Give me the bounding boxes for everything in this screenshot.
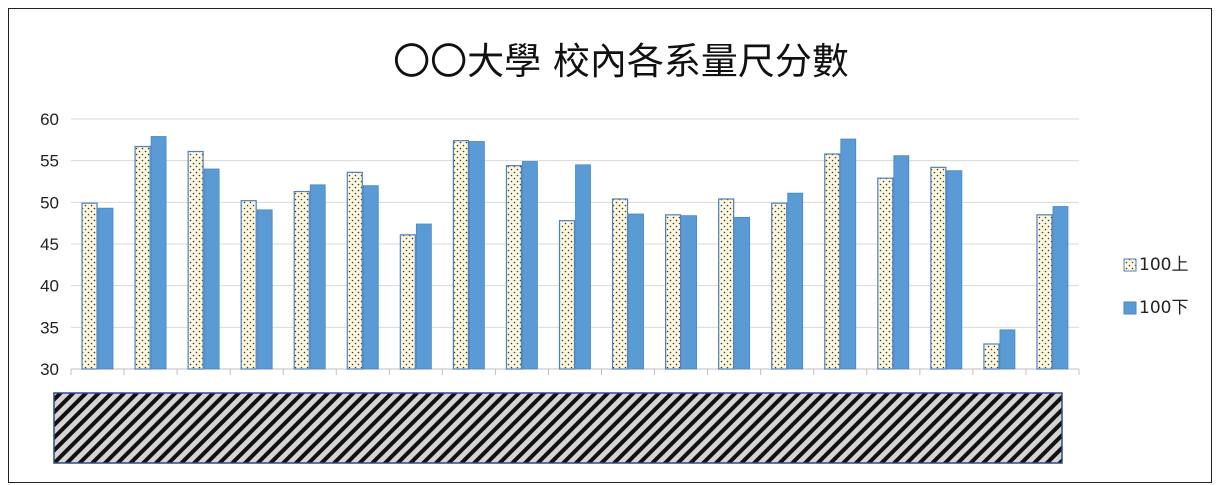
bar-series-2 [309,184,326,370]
legend: 100上 100下 [1123,255,1188,318]
y-tick-label: 55 [40,152,59,171]
bars-layer [81,136,1069,370]
bar-series-2 [203,168,220,370]
legend-swatch [1123,301,1137,315]
bar-series-1 [877,177,894,370]
bar-series-1 [346,171,363,370]
y-tick-label: 60 [40,110,59,129]
obscured-category-labels [53,392,1063,464]
legend-label: 100下 [1139,298,1188,318]
bar-series-1 [558,220,576,370]
bar-series-2 [734,216,751,370]
legend-label: 100上 [1139,255,1188,275]
bar-series-2 [150,136,167,370]
bar-series-2 [681,215,698,370]
bar-series-1 [399,234,416,370]
bar-series-1 [240,200,257,370]
axis-layer: 30 35 40 45 50 55 60 [40,110,1080,379]
bar-series-1 [1036,214,1053,370]
bar-series-2 [415,223,432,370]
legend-swatch [1123,258,1137,272]
bar-series-1 [293,190,310,370]
bar-series-2 [362,185,379,370]
bar-series-2 [893,155,910,370]
bar-series-1 [134,145,151,370]
bar-series-1 [824,153,841,370]
bar-series-1 [452,140,469,370]
bar-series-2 [256,209,273,370]
bar-series-1 [505,165,523,370]
bar-series-1 [665,214,682,370]
y-tick-label: 45 [40,235,59,254]
bar-series-1 [983,343,1000,370]
bar-series-2 [787,192,804,370]
bar-series-2 [1052,206,1069,370]
bar-series-2 [97,207,114,370]
bar-series-1 [718,198,735,370]
chart-svg: 〇〇大學 校內各系量尺分數 30 35 40 45 50 55 60 100上 100下 [40,40,1188,464]
bar-series-1 [611,198,629,370]
bar-series-2 [999,329,1016,370]
bar-series-2 [840,138,857,370]
bar-series-1 [771,202,788,370]
bar-series-2 [522,161,538,370]
bar-series-2 [946,170,963,370]
y-tick-label: 40 [40,277,59,296]
bar-series-2 [628,213,644,370]
chart-title: 〇〇大學 校內各系量尺分數 [393,40,849,83]
bar-series-2 [575,164,591,370]
y-tick-label: 35 [40,318,59,337]
bar-series-1 [81,202,98,370]
y-tick-label: 30 [40,360,59,379]
bar-series-1 [187,150,204,370]
bar-series-1 [930,166,947,370]
bar-series-2 [468,141,485,370]
chart-frame: 〇〇大學 校內各系量尺分數 30 35 40 45 50 55 60 100上 100下 [8,8,1212,483]
y-tick-label: 50 [40,193,59,212]
